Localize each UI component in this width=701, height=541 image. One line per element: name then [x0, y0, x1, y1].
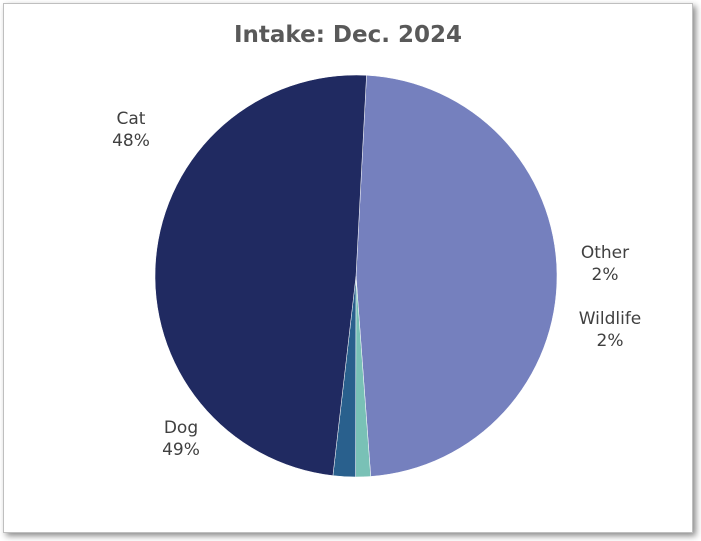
slice-percent-dog: 49% — [162, 440, 200, 460]
slice-percent-other: 2% — [592, 265, 619, 285]
slice-label-cat: Cat — [117, 109, 146, 129]
pie-slice-dog — [154, 74, 367, 476]
slice-label-other: Other — [581, 243, 629, 263]
slice-label-dog: Dog — [164, 418, 198, 438]
slice-percent-wildlife: 2% — [597, 331, 624, 351]
chart-frame: Intake: Dec. 2024 Cat 48% Other 2% Wildlife 2… — [3, 3, 693, 533]
pie-slice-cat — [355, 75, 558, 477]
slice-label-wildlife: Wildlife — [579, 309, 642, 329]
slice-percent-cat: 48% — [112, 131, 150, 151]
chart-title: Intake: Dec. 2024 — [233, 22, 462, 48]
